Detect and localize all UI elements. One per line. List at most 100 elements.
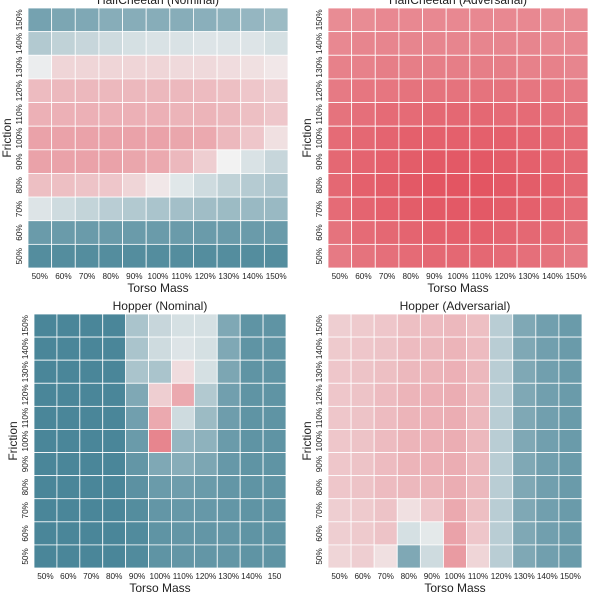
heatmap-cell [27,78,53,103]
y-tick-label: 120% [15,80,24,101]
heatmap-cell [102,405,127,430]
heatmap-cell [98,173,123,198]
heatmap-cell [398,243,423,269]
x-tick-label: 110% [173,572,193,581]
heatmap-cell [27,54,53,80]
heatmap-cell [396,382,421,407]
heatmap-cell [79,429,104,453]
heatmap-cell [169,149,194,174]
heatmap-cell [193,196,218,222]
heatmap-cell [512,521,537,546]
heatmap-cell [193,173,218,198]
heatmap-cell [239,475,264,500]
heatmap-cell [398,173,423,198]
heatmap-cell [216,359,241,384]
heatmap-cell [327,7,353,33]
heatmap-cell [216,405,241,430]
y-tick-label: 80% [21,479,30,495]
heatmap-cell [398,54,423,80]
heatmap-cell [563,243,589,269]
heatmap-cell [516,102,542,127]
heatmap-cell [169,78,194,103]
heatmap-cell [374,78,400,103]
heatmap-cell [558,452,583,477]
heatmap-cell [419,359,444,384]
heatmap-cell [148,359,172,384]
heatmap-cell [263,54,289,80]
y-tick-label: 60% [15,224,24,240]
x-tick-label: 50% [37,572,53,581]
heatmap-cell [535,544,560,569]
heatmap-cell [350,521,375,546]
heatmap-cell [171,452,195,477]
heatmap-cell [263,78,289,103]
heatmap-cell [493,102,518,127]
heatmap-cell [27,243,53,269]
heatmap-cell [398,7,423,33]
heatmap-cell [540,78,565,103]
heatmap-cell [239,382,264,407]
heatmap-cell [469,220,494,245]
heatmap-cell [169,7,194,33]
heatmap-cell [239,452,264,477]
heatmap-cell [558,313,583,338]
heatmap-panel-2: HalfCheetah (Adversarial) 50% 60% 70% 80% 90%… [300,0,589,295]
heatmap-cell [98,243,123,269]
y-tick-label: 50% [315,248,324,264]
heatmap-cell [216,544,241,569]
y-tick-label: 120% [315,384,324,405]
heatmap-cell [374,31,400,56]
heatmap-cell [216,7,242,33]
heatmap-cell [216,429,241,453]
heatmap-cell [98,149,123,174]
heatmap-cell [122,102,147,127]
heatmap-cell [535,521,560,546]
heatmap-cell [535,313,560,338]
heatmap-cell [512,313,537,338]
heatmap-cell [193,31,218,56]
y-tick-label: 150% [21,315,30,336]
heatmap-cell [443,359,467,384]
heatmap-cell [51,31,76,56]
heatmap-cell [216,125,242,151]
heatmap-cell [145,7,171,33]
x-tick-label: 130% [218,572,239,581]
heatmap-cell [469,243,494,269]
heatmap-cell [56,405,81,430]
heatmap-cell [102,521,127,546]
heatmap-cell [443,521,467,546]
heatmap-cell [102,336,127,361]
heatmap-cell [33,313,58,338]
heatmap-cell [374,196,400,222]
heatmap-cell [398,125,423,151]
heatmap-cell [558,405,583,430]
x-tick-label: 50% [32,272,48,281]
heatmap-cell [74,149,100,174]
y-tick-label: 150% [315,9,324,30]
heatmap-cell [263,243,289,269]
heatmap-cell [74,102,100,127]
heatmap-cell [27,7,53,33]
heatmap-cell [56,544,81,569]
heatmap-cell [445,220,471,245]
heatmap-cell [145,149,171,174]
heatmap-cell [145,196,171,222]
heatmap-cell [51,173,76,198]
heatmap-cell [33,336,58,361]
heatmap-cell [102,544,127,569]
heatmap-cell [469,31,494,56]
heatmap-cell [171,521,195,546]
x-tick-label: 70% [83,572,99,581]
heatmap-cell [558,429,583,453]
heatmap-cell [516,31,542,56]
heatmap-cell [327,149,353,174]
heatmap-cell [262,498,287,523]
heatmap-cell [239,336,264,361]
heatmap-cell [98,220,123,245]
heatmap-cell [351,54,376,80]
heatmap-cell [27,196,53,222]
heatmap-cell [125,336,149,361]
heatmap-cell [240,220,265,245]
heatmap-cell [422,7,447,33]
heatmap-cell [563,220,589,245]
